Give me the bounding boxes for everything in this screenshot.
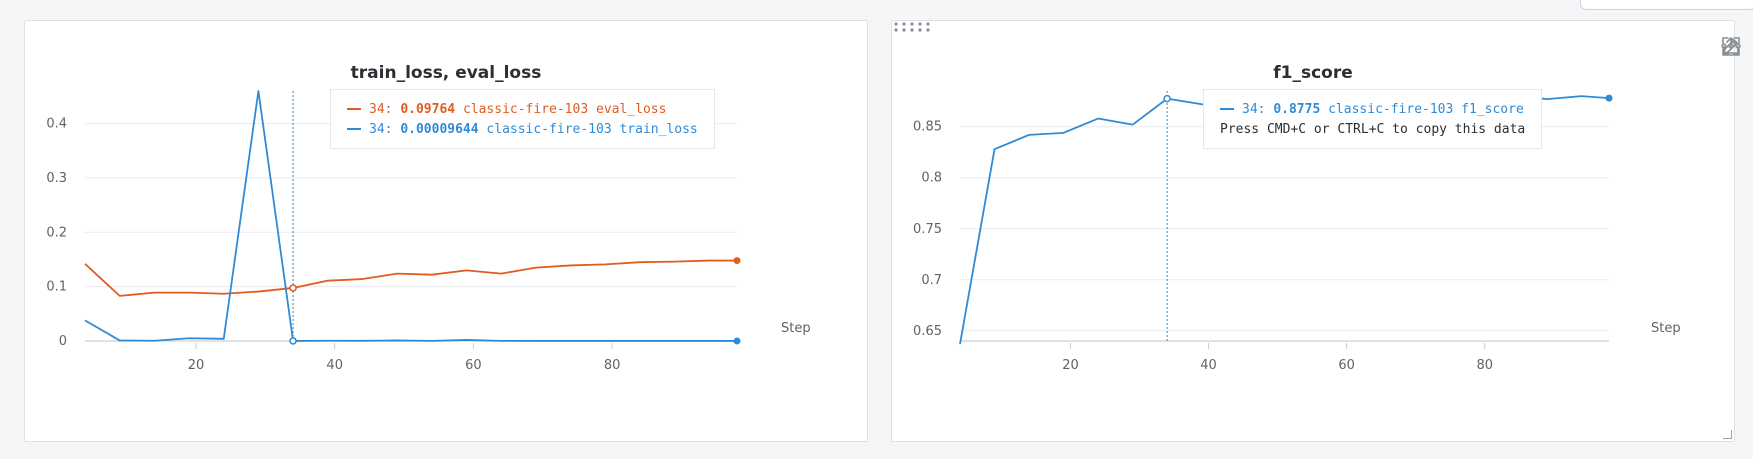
series-end-point bbox=[733, 257, 741, 265]
series-swatch bbox=[347, 127, 361, 130]
y-tick-label: 0.7 bbox=[921, 273, 942, 288]
y-tick-label: 0.65 bbox=[913, 324, 942, 339]
tooltip-series-name: classic-fire-103 f1_score bbox=[1328, 102, 1524, 117]
series-end-point bbox=[733, 337, 741, 345]
hover-tooltip: 34: 0.09764 classic-fire-103 eval_loss 3… bbox=[330, 89, 715, 149]
series-end-point bbox=[1605, 94, 1613, 102]
series-swatch bbox=[347, 107, 361, 110]
chart-panel-loss: 0 0.1 0.2 0.3 0.4 20 40 60 80 train_loss, eval_l… bbox=[24, 20, 868, 442]
y-tick-label: 0.3 bbox=[46, 171, 67, 186]
resize-handle-icon[interactable] bbox=[1723, 430, 1732, 439]
hover-tooltip: 34: 0.8775 classic-fire-103 f1_score Pre… bbox=[1203, 89, 1543, 149]
y-tick-label: 0.4 bbox=[46, 117, 67, 132]
tooltip-value: 0.09764 bbox=[400, 102, 456, 117]
hover-point bbox=[289, 337, 297, 345]
y-tick-label: 0.75 bbox=[913, 222, 942, 237]
tooltip-copy-hint: Press CMD+C or CTRL+C to copy this data bbox=[1220, 122, 1526, 137]
tooltip-step: 34: bbox=[369, 122, 401, 137]
drag-handle-icon[interactable] bbox=[892, 21, 932, 33]
tooltip-row-f1-score: 34: 0.8775 classic-fire-103 f1_score bbox=[1220, 100, 1525, 120]
y-tick-label: 0 bbox=[59, 334, 67, 349]
chart-title: f1_score bbox=[1273, 63, 1353, 83]
hover-point bbox=[289, 284, 297, 292]
tooltip-step: 34: bbox=[369, 102, 401, 117]
x-tick-label: 40 bbox=[326, 358, 343, 373]
y-tick-label: 0.85 bbox=[913, 120, 942, 135]
tooltip-series-name: classic-fire-103 eval_loss bbox=[462, 102, 667, 117]
x-axis-label: Step bbox=[1651, 321, 1681, 336]
more-icon[interactable] bbox=[1720, 35, 1742, 57]
x-tick-label: 80 bbox=[1476, 358, 1493, 373]
edit-icon[interactable] bbox=[1720, 35, 1742, 57]
tooltip-series-name: classic-fire-103 train_loss bbox=[486, 122, 698, 137]
tooltip-value: 0.8775 bbox=[1273, 102, 1321, 117]
fullscreen-icon[interactable] bbox=[1720, 35, 1742, 57]
y-tick-label: 0.8 bbox=[921, 171, 942, 186]
y-tick-label: 0.2 bbox=[46, 225, 67, 240]
series-line bbox=[84, 259, 737, 297]
top-right-button[interactable] bbox=[1580, 0, 1753, 10]
y-tick-label: 0.1 bbox=[46, 280, 67, 295]
f1-chart-svg: 0.65 0.7 0.75 0.8 0.85 20 40 60 80 bbox=[913, 91, 1613, 373]
x-tick-label: 60 bbox=[465, 358, 482, 373]
x-tick-label: 20 bbox=[188, 358, 205, 373]
chart-title: train_loss, eval_loss bbox=[350, 63, 542, 83]
tooltip-row-eval-loss: 34: 0.09764 classic-fire-103 eval_loss bbox=[347, 100, 698, 120]
x-tick-label: 40 bbox=[1200, 358, 1217, 373]
tooltip-value: 0.00009644 bbox=[400, 122, 479, 137]
x-tick-label: 60 bbox=[1338, 358, 1355, 373]
x-axis-label: Step bbox=[781, 321, 811, 336]
chart-panel-f1: 0.65 0.7 0.75 0.8 0.85 20 40 60 80 f1_score bbox=[891, 20, 1741, 442]
tooltip-step: 34: bbox=[1242, 102, 1274, 117]
series-line bbox=[84, 90, 737, 342]
x-tick-label: 80 bbox=[604, 358, 621, 373]
hover-point bbox=[1163, 94, 1171, 103]
series-swatch bbox=[1220, 107, 1234, 110]
tooltip-row-train-loss: 34: 0.00009644 classic-fire-103 train_lo… bbox=[347, 120, 698, 140]
loss-chart-svg: 0 0.1 0.2 0.3 0.4 20 40 60 80 bbox=[46, 90, 741, 373]
x-tick-label: 20 bbox=[1062, 358, 1079, 373]
